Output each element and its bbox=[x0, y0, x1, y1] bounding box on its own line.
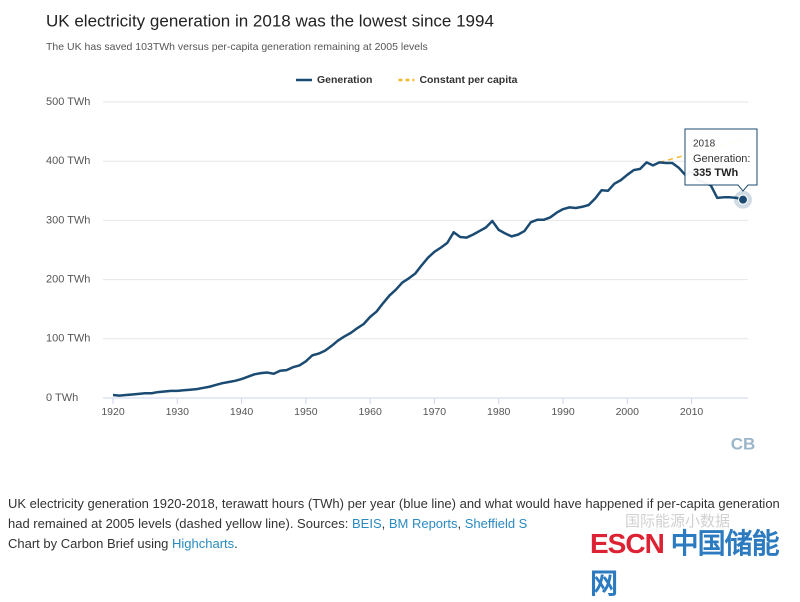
x-tick-label: 1920 bbox=[101, 406, 125, 418]
watermark-brand: ESCN bbox=[590, 528, 665, 559]
y-tick-label: 200 TWh bbox=[46, 274, 90, 286]
legend-label: Constant per capita bbox=[419, 74, 517, 86]
series-line bbox=[112, 161, 744, 397]
caption-text: , bbox=[457, 516, 465, 531]
page: UK electricity generation in 2018 was th… bbox=[8, 11, 788, 599]
chart: UK electricity generation in 2018 was th… bbox=[46, 11, 758, 453]
watermark: ESCN 中国储能网 bbox=[590, 522, 800, 602]
legend-label: Generation bbox=[317, 74, 372, 86]
x-tick-label: 1960 bbox=[358, 406, 382, 418]
chart-title: UK electricity generation in 2018 was th… bbox=[46, 11, 494, 30]
tooltip: 2018 Generation: 335 TWh bbox=[684, 128, 758, 192]
x-tick-label: 2010 bbox=[680, 406, 704, 418]
tooltip-value: 335 TWh bbox=[693, 167, 739, 179]
x-tick-label: 1980 bbox=[487, 406, 511, 418]
y-tick-label: 500 TWh bbox=[46, 96, 90, 108]
caption-text: . bbox=[234, 536, 238, 551]
link[interactable]: BEIS bbox=[351, 516, 382, 531]
tooltip-label: Generation: bbox=[693, 153, 750, 165]
caption-text: , bbox=[381, 516, 389, 531]
point-marker bbox=[738, 194, 748, 205]
tooltip-title: 2018 bbox=[693, 139, 716, 150]
caption: UK electricity generation 1920-2018, ter… bbox=[8, 494, 788, 554]
caption-text: Chart by Carbon Brief using bbox=[8, 536, 173, 551]
link[interactable]: BM Reports bbox=[388, 516, 458, 531]
caption-text: UK electricity generation 1920-2018, ter… bbox=[8, 496, 780, 531]
x-tick-label: 1930 bbox=[166, 406, 190, 418]
x-tick-label: 1940 bbox=[230, 406, 254, 418]
x-tick-label: 1950 bbox=[294, 406, 318, 418]
legend-item: Constant per capita bbox=[398, 74, 518, 86]
logo: CB bbox=[731, 434, 756, 453]
link[interactable]: Sheffield S bbox=[464, 516, 528, 531]
watermark: 国际能源小数据 bbox=[625, 513, 731, 530]
y-tick-label: 300 TWh bbox=[46, 214, 90, 226]
y-tick-label: 400 TWh bbox=[46, 155, 90, 167]
y-tick-label: 100 TWh bbox=[46, 333, 90, 345]
legend-item: Generation bbox=[296, 74, 372, 86]
x-tick-label: 1990 bbox=[551, 406, 575, 418]
y-tick-label: 0 TWh bbox=[46, 392, 78, 404]
x-tick-label: 2000 bbox=[616, 406, 640, 418]
chart-subtitle: The UK has saved 103TWh versus per-capit… bbox=[46, 41, 428, 53]
link[interactable]: Highcharts bbox=[172, 536, 235, 551]
tooltip-box bbox=[684, 128, 758, 192]
x-tick-label: 1970 bbox=[423, 406, 447, 418]
